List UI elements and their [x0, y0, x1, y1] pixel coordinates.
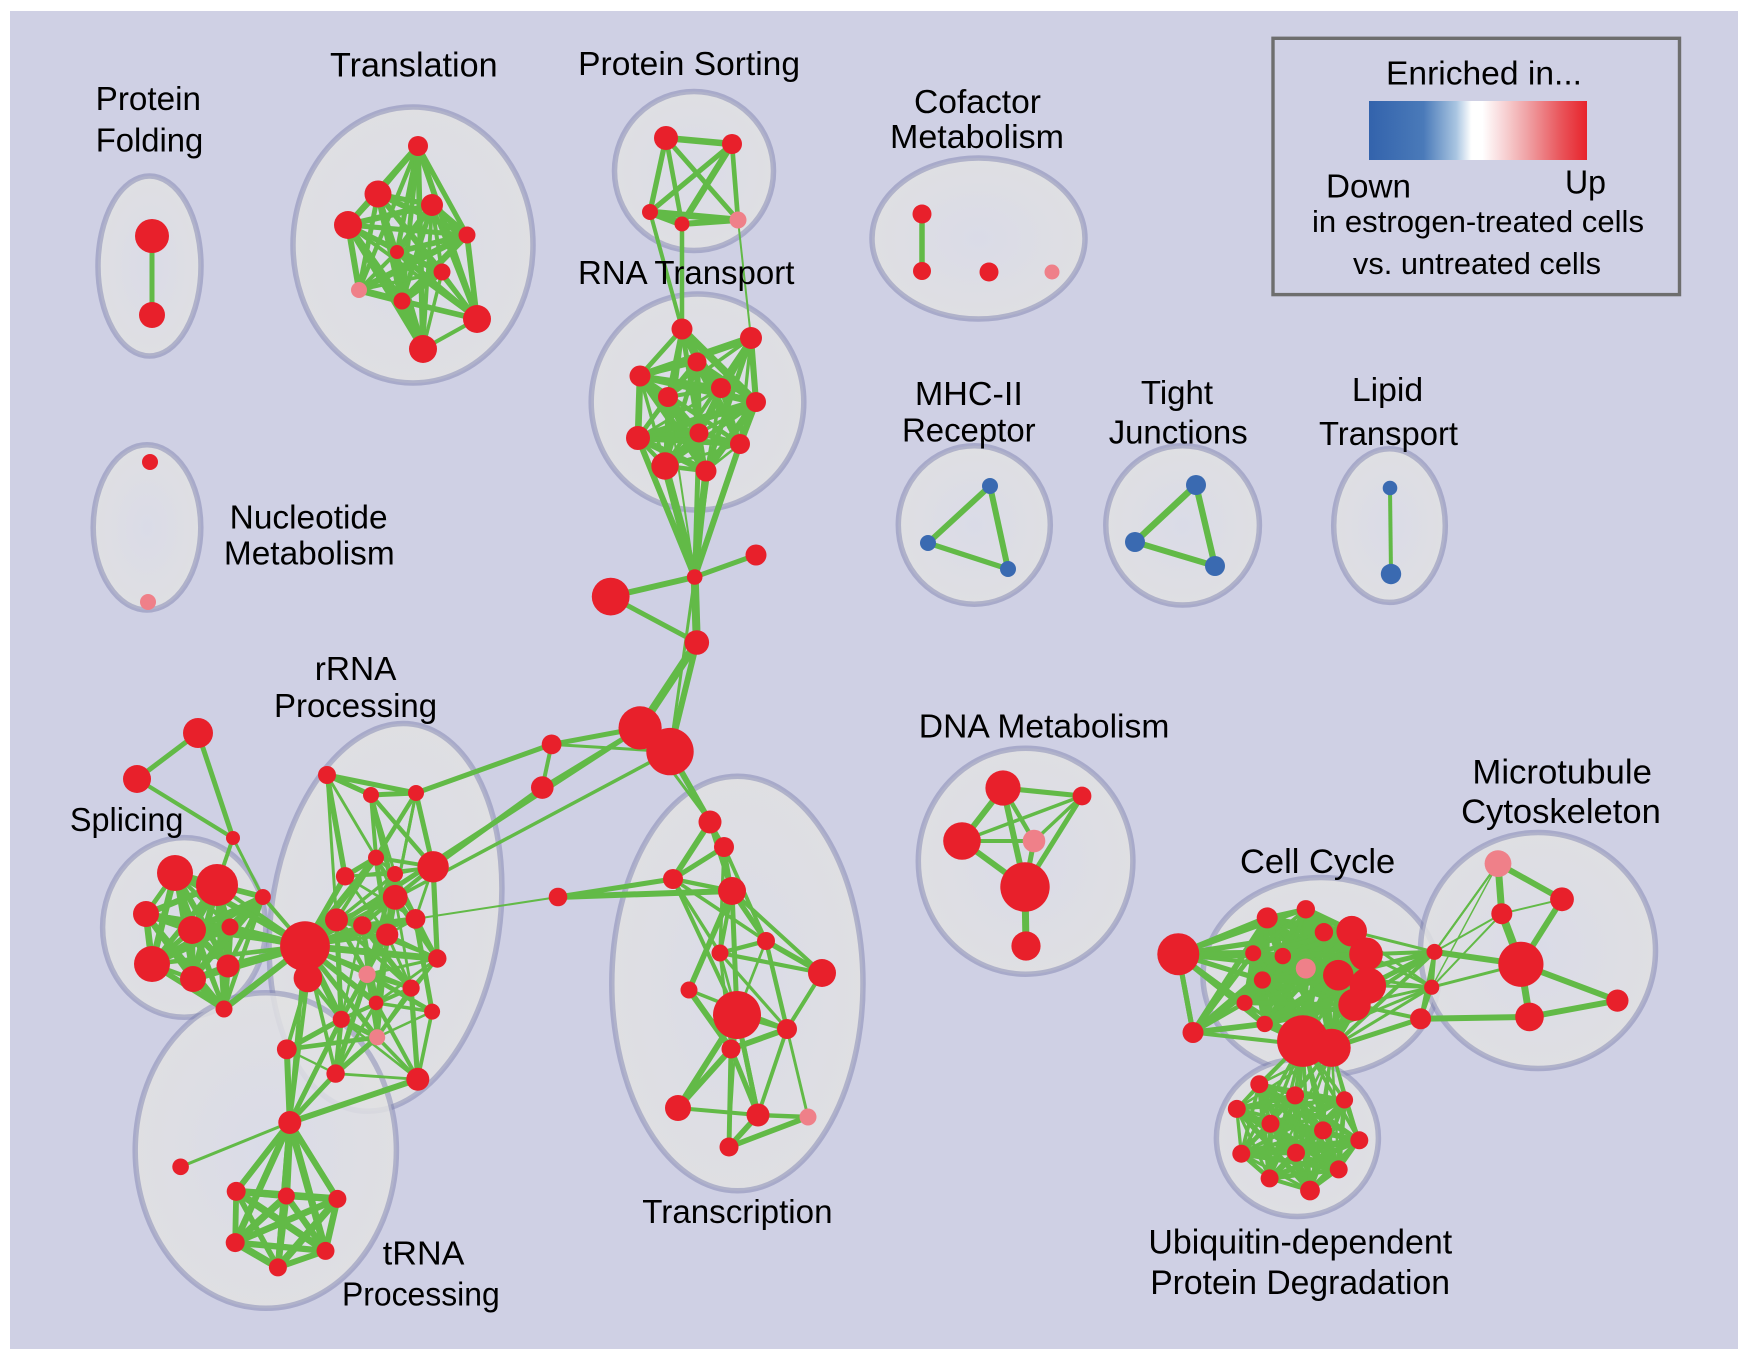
svg-text:Protein Sorting: Protein Sorting — [578, 45, 800, 82]
svg-text:Nucleotide: Nucleotide — [230, 499, 388, 536]
svg-text:Cell Cycle: Cell Cycle — [1240, 843, 1395, 881]
svg-text:Cytoskeleton: Cytoskeleton — [1461, 793, 1661, 831]
svg-text:MHC-II: MHC-II — [915, 375, 1023, 412]
svg-text:Lipid: Lipid — [1352, 371, 1423, 408]
svg-text:Metabolism: Metabolism — [224, 535, 395, 572]
svg-text:Cofactor: Cofactor — [914, 83, 1041, 120]
svg-text:Splicing: Splicing — [70, 801, 183, 838]
svg-text:Protein Degradation: Protein Degradation — [1150, 1264, 1450, 1302]
svg-text:tRNA: tRNA — [383, 1235, 465, 1272]
svg-text:Transcription: Transcription — [642, 1193, 832, 1230]
svg-text:Junctions: Junctions — [1109, 413, 1248, 450]
svg-text:Transport: Transport — [1319, 415, 1458, 452]
svg-text:DNA Metabolism: DNA Metabolism — [919, 708, 1170, 745]
svg-text:Processing: Processing — [274, 687, 437, 724]
svg-text:Up: Up — [1565, 163, 1606, 200]
svg-text:Processing: Processing — [342, 1276, 500, 1313]
svg-text:Ubiquitin-dependent: Ubiquitin-dependent — [1148, 1224, 1452, 1262]
svg-text:Microtubule: Microtubule — [1472, 754, 1652, 792]
svg-text:Protein: Protein — [96, 80, 201, 117]
svg-text:Tight: Tight — [1141, 374, 1213, 411]
svg-text:RNA Transport: RNA Transport — [578, 254, 794, 291]
svg-text:vs. untreated cells: vs. untreated cells — [1353, 246, 1601, 281]
svg-text:Down: Down — [1326, 167, 1411, 204]
svg-text:rRNA: rRNA — [315, 650, 397, 687]
svg-text:Enriched in...: Enriched in... — [1386, 55, 1582, 92]
svg-text:Metabolism: Metabolism — [890, 118, 1064, 155]
svg-text:in estrogen-treated cells: in estrogen-treated cells — [1312, 204, 1644, 239]
svg-text:Receptor: Receptor — [902, 411, 1036, 448]
svg-text:Folding: Folding — [96, 122, 204, 159]
svg-text:Translation: Translation — [330, 47, 498, 85]
